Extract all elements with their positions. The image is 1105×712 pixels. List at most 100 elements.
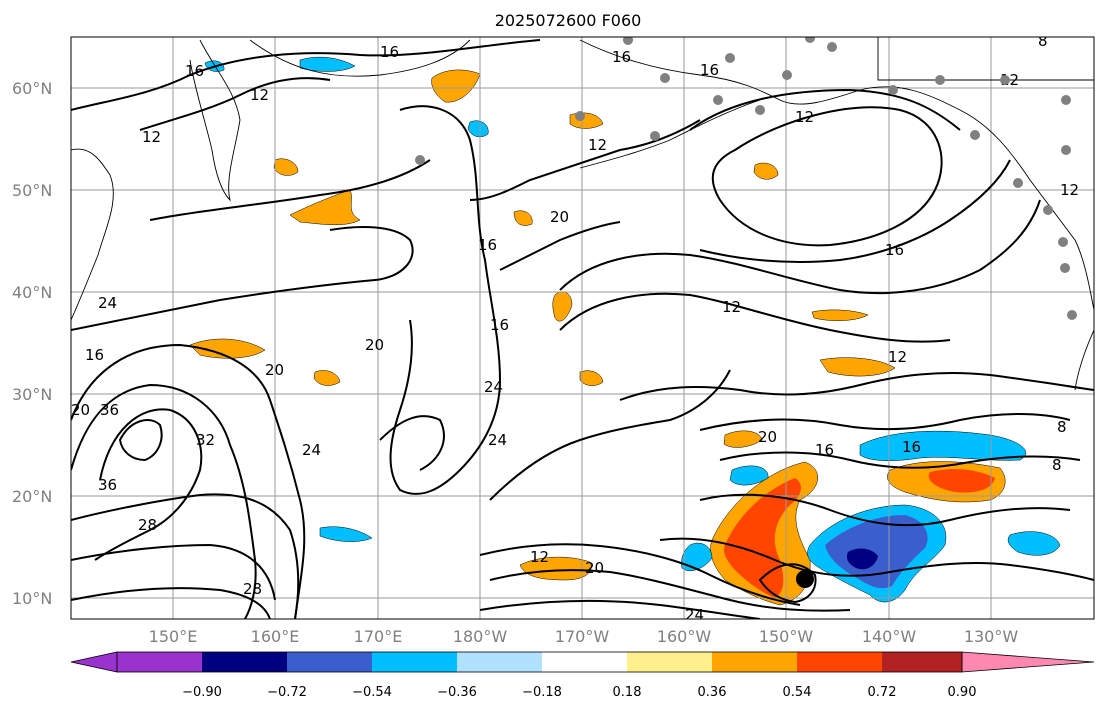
station-dot <box>1061 95 1071 105</box>
shade-orange-region <box>431 69 481 103</box>
lat-label: 30°N <box>12 385 52 404</box>
contour-label: 12 <box>588 136 607 154</box>
colorbar-tick-label: −0.54 <box>352 685 392 700</box>
colorbar-segment <box>712 652 797 672</box>
station-dot <box>1061 145 1071 155</box>
shade-orange-region <box>519 556 592 581</box>
lat-label: 10°N <box>12 589 52 608</box>
lon-label: 130°W <box>964 627 1019 646</box>
shade-sky-region <box>1007 531 1061 556</box>
coastline-baja <box>1074 329 1094 391</box>
lat-label: 50°N <box>12 181 52 200</box>
shade-sky-region <box>467 120 489 138</box>
colorbar: −0.90 −0.72 −0.54 −0.36 −0.18 0.18 0.36 … <box>70 651 1095 700</box>
station-dot <box>650 131 660 141</box>
contour-label: 20 <box>71 401 90 419</box>
coastline-canada-border <box>877 37 1094 81</box>
contour-label: 16 <box>902 438 921 456</box>
station-dot <box>623 37 633 45</box>
lon-label: 170°E <box>354 627 403 646</box>
shade-navy-region <box>846 548 878 570</box>
coastline-asia <box>71 148 114 321</box>
contour-label: 24 <box>302 441 321 459</box>
lon-label: 180°W <box>453 627 508 646</box>
contour-label: 36 <box>98 476 117 494</box>
map-frame <box>70 36 1095 620</box>
contour-label: 16 <box>612 48 631 66</box>
shade-orange-region <box>189 338 266 359</box>
shade-orange-region <box>513 210 533 226</box>
station-dot <box>970 130 980 140</box>
station-dot <box>660 73 670 83</box>
lon-label: 170°W <box>555 627 610 646</box>
station-dot <box>755 105 765 115</box>
shade-orange-region <box>273 158 299 176</box>
contour-label: 20 <box>758 428 777 446</box>
colorbar-segment <box>797 652 882 672</box>
station-dot <box>575 111 585 121</box>
graticule <box>71 37 1094 619</box>
contour-label: 24 <box>98 294 117 312</box>
shade-orange-region <box>289 189 361 225</box>
shade-orange-region <box>811 309 869 321</box>
coastline-aleutians <box>579 99 761 169</box>
contour-label: 20 <box>365 336 384 354</box>
contour-label: 12 <box>142 128 161 146</box>
lon-label: 150°E <box>149 627 198 646</box>
shade-red-region <box>724 478 802 598</box>
contour-label: 8 <box>1052 456 1062 474</box>
contour-label: 16 <box>490 316 509 334</box>
contour-lines <box>71 39 1094 619</box>
station-dot <box>935 75 945 85</box>
station-dot <box>1058 237 1068 247</box>
colorbar-segment <box>882 652 962 672</box>
lon-label: 140°W <box>862 627 917 646</box>
contour-labels: 16 16 12 12 16 16 12 12 12 16 12 12 20 1… <box>71 32 1079 619</box>
station-dot <box>1060 263 1070 273</box>
shade-orange-region <box>819 357 896 377</box>
contour-label: 32 <box>196 431 215 449</box>
colorbar-segment <box>202 652 287 672</box>
colorbar-tick-label: −0.90 <box>182 685 222 700</box>
station-dot <box>1013 178 1023 188</box>
station-dot <box>725 53 735 63</box>
map-area: 16 16 12 12 16 16 12 12 12 16 12 12 20 1… <box>71 32 1094 619</box>
longitude-labels: 150°E 160°E 170°E 180°W 170°W 160°W 150°… <box>149 627 1019 646</box>
coastline-siberia <box>249 39 471 77</box>
contour-label: 16 <box>380 43 399 61</box>
shade-sky-region <box>319 526 373 542</box>
shade-sky-region <box>729 465 769 486</box>
contour-label: 12 <box>795 108 814 126</box>
contour-label: 28 <box>243 580 262 598</box>
shade-orange-region <box>723 430 763 448</box>
station-dot <box>827 42 837 52</box>
contour-label: 16 <box>815 441 834 459</box>
contour-label: 8 <box>1038 32 1048 50</box>
coastline-kamchatka <box>189 39 241 202</box>
coastline-alaska <box>579 39 1094 311</box>
storm-center-marker <box>796 570 814 588</box>
colorbar-segment <box>287 652 372 672</box>
lon-label: 150°W <box>759 627 814 646</box>
coastlines <box>71 37 1094 391</box>
contour-label: 24 <box>484 378 503 396</box>
shade-orange-region <box>753 162 779 180</box>
contour-label: 12 <box>530 548 549 566</box>
contour-label: 16 <box>478 236 497 254</box>
contour-label: 12 <box>888 348 907 366</box>
lon-label: 160°W <box>657 627 712 646</box>
colorbar-tick-label: 0.18 <box>613 685 642 700</box>
contour-label: 16 <box>700 61 719 79</box>
station-dot <box>782 70 792 80</box>
lon-label: 160°E <box>251 627 300 646</box>
figure-title: 2025072600 F060 <box>495 11 642 30</box>
contour-label: 12 <box>722 298 741 316</box>
colorbar-segment <box>627 652 712 672</box>
contour-label: 36 <box>100 401 119 419</box>
contour-label: 20 <box>265 361 284 379</box>
contour-label: 8 <box>1057 418 1067 436</box>
contour-label: 12 <box>1060 181 1079 199</box>
station-markers <box>415 37 1077 320</box>
shade-sky-region <box>859 430 1026 461</box>
